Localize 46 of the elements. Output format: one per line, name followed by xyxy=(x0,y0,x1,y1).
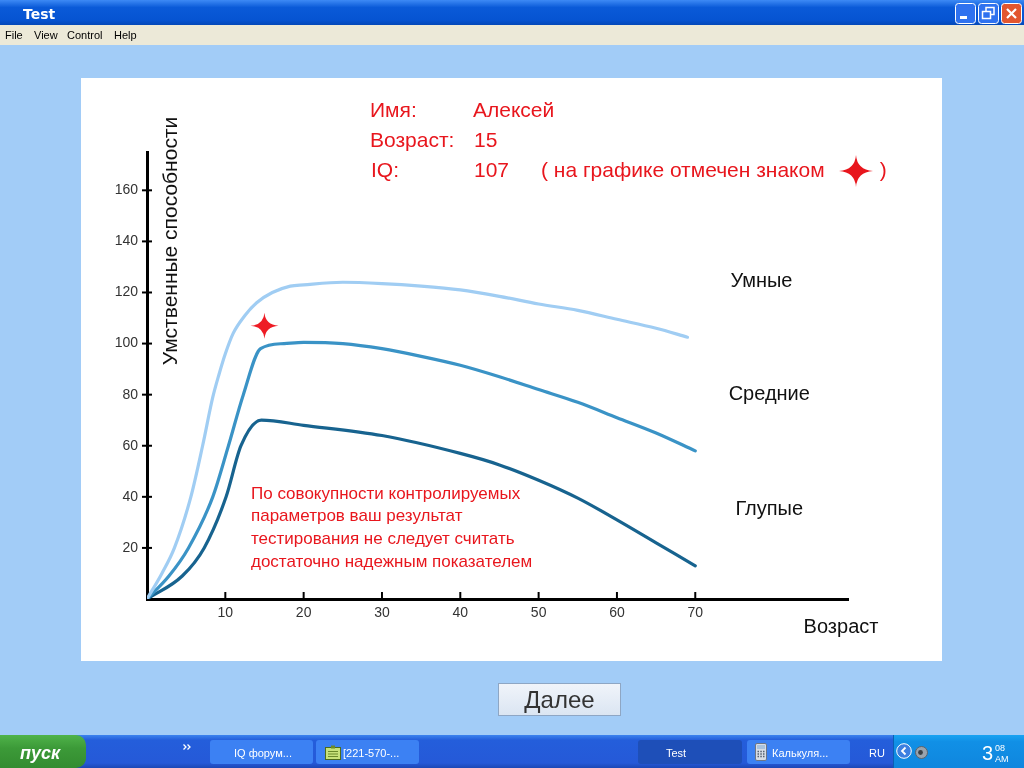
text: Test xyxy=(23,6,56,22)
text: Возраст: xyxy=(370,127,455,151)
text: Имя: xyxy=(370,97,417,121)
text: IQ форум... xyxy=(234,747,292,759)
text: View xyxy=(34,29,58,41)
y-tick-label: 160 xyxy=(114,181,139,198)
annotation: ( на графике отмечен знаком xyxy=(541,157,825,181)
annotation: IQ: xyxy=(371,157,400,181)
y-tick-label: 120 xyxy=(114,283,139,300)
text: File xyxy=(5,29,23,41)
text: 3 xyxy=(982,742,994,765)
x-axis-title: Возраст xyxy=(803,614,879,637)
x-tick-label: 30 xyxy=(374,604,390,621)
y-axis-title: Умственные способности xyxy=(157,116,181,366)
text: Help xyxy=(114,29,137,41)
y-tick-label: 100 xyxy=(114,334,139,351)
text: Глупые xyxy=(735,497,804,520)
annotation: 107 xyxy=(474,157,510,181)
annotation: По совокупности контролируемых параметров ваш результат тестирования не следует считать достаточно надежным показателем xyxy=(251,483,533,571)
text: Калькуля... xyxy=(772,747,829,759)
text: AM xyxy=(995,754,1009,764)
x-tick-label: 40 xyxy=(452,604,469,621)
text: 15 xyxy=(474,127,498,151)
y-tick-label: 140 xyxy=(114,232,139,249)
text: пуск xyxy=(20,743,61,764)
text: Control xyxy=(67,29,103,41)
text: Средние xyxy=(728,382,810,405)
y-tick-label: 60 xyxy=(122,436,139,453)
text: ) xyxy=(879,157,887,181)
text: [221-570-... xyxy=(343,747,400,759)
y-tick-label: 20 xyxy=(122,538,139,555)
text: Далее xyxy=(524,685,595,714)
text: 08 xyxy=(995,743,1006,753)
y-tick-label: 80 xyxy=(122,385,139,402)
x-tick-label: 70 xyxy=(687,604,704,621)
x-tick-label: 10 xyxy=(217,604,234,621)
text: RU xyxy=(869,747,885,759)
y-tick-label: 40 xyxy=(122,487,139,504)
x-tick-label: 50 xyxy=(530,604,547,621)
text: Test xyxy=(666,747,687,759)
x-tick-label: 20 xyxy=(295,604,312,621)
chart-panel: 10 20 30 40 50 60 70 20 40 60 80 100 120 140 160 Умные Средние Глупые Возраст Умственные способности Имя: Алексей Возраст: 15 IQ: 107 ( на графике отмечен знаком ) По совокупности контролируемых параметров ваш результат тестирования не следует считать достаточно надежным показателем xyxy=(81,78,942,661)
text: Алексей xyxy=(473,97,555,121)
x-tick-label: 60 xyxy=(609,604,625,621)
text: Умные xyxy=(730,268,793,291)
line-series xyxy=(147,418,697,599)
